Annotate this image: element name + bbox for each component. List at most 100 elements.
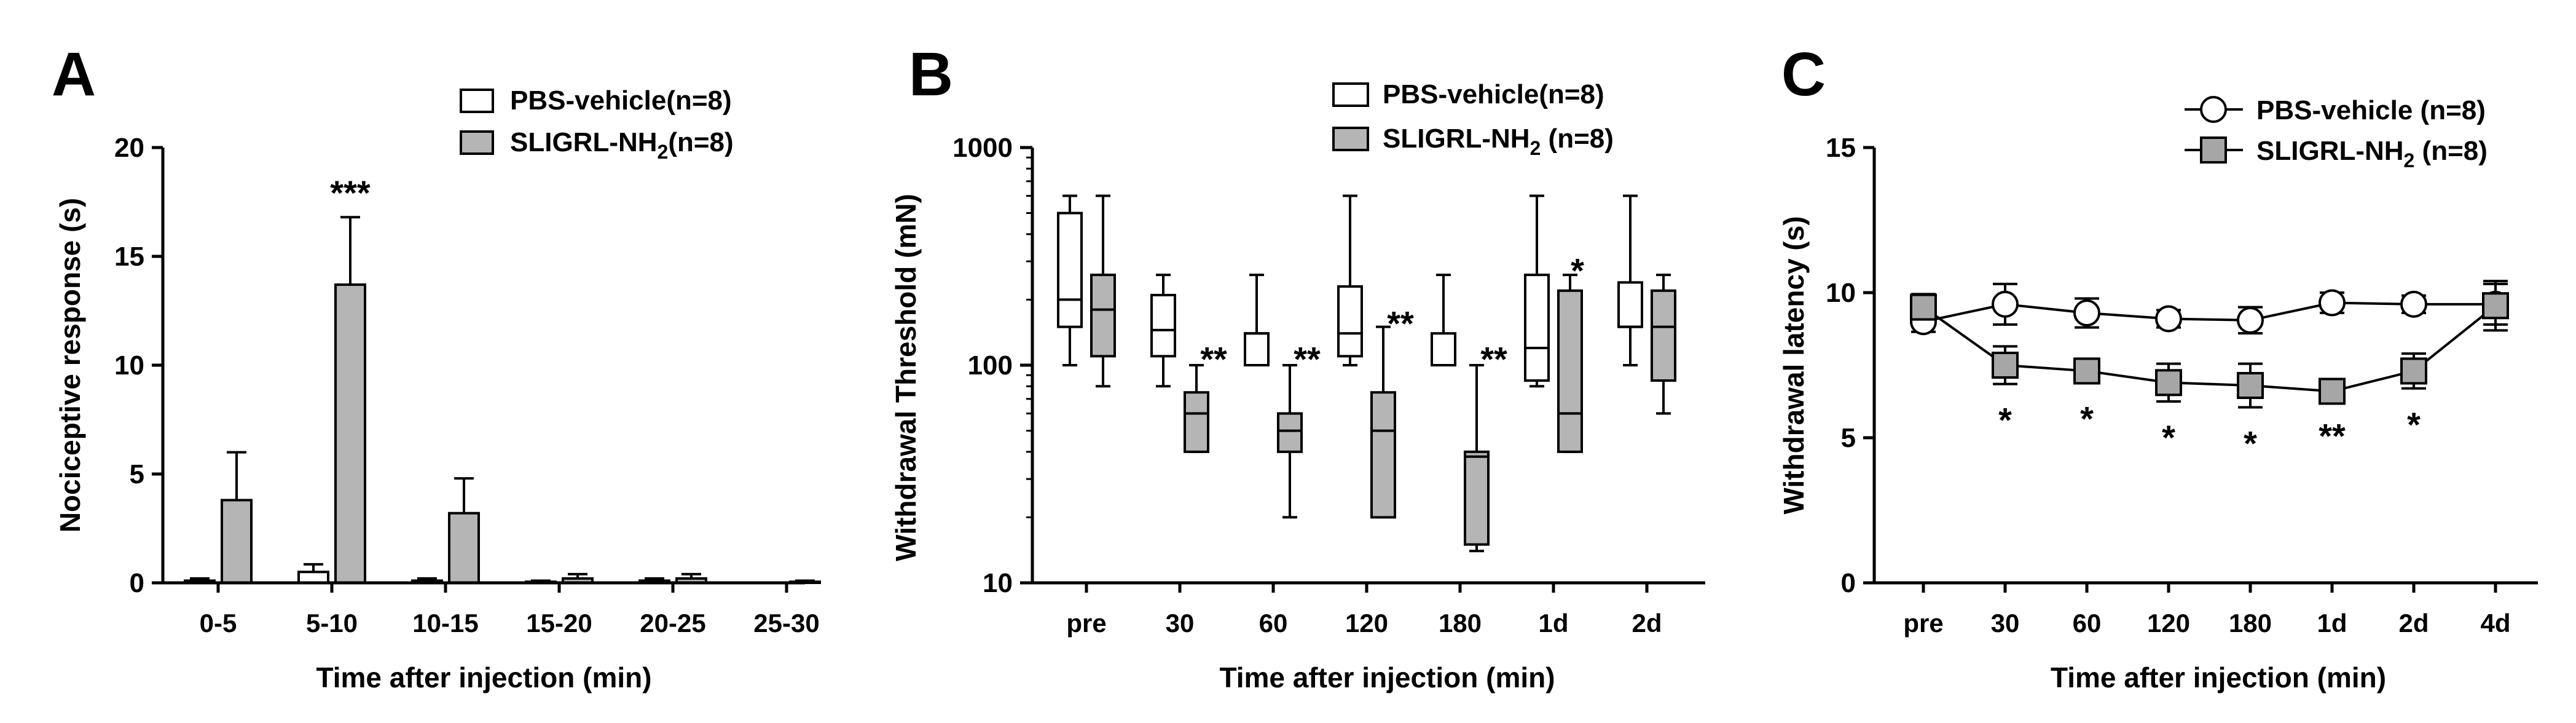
series-line-sligrl xyxy=(1922,304,2497,393)
box-vehicle xyxy=(1524,274,1550,382)
point-vehicle xyxy=(2073,299,2100,327)
legend-swatch-vehicle xyxy=(1332,82,1369,107)
box-vehicle xyxy=(1431,332,1456,367)
series-line-vehicle xyxy=(1923,301,2496,323)
bar-sligrl xyxy=(334,283,366,584)
legend-swatch-vehicle xyxy=(460,89,494,113)
bar-sligrl xyxy=(221,499,253,584)
point-vehicle xyxy=(2155,305,2182,333)
x-tick-label: 15-20 xyxy=(526,609,592,638)
x-tick-label: 30 xyxy=(1166,609,1195,638)
x-tick-label: 2d xyxy=(2398,609,2429,638)
significance-marker: ** xyxy=(1294,339,1321,378)
x-tick-label: 120 xyxy=(1345,609,1388,638)
point-sligrl xyxy=(2073,357,2100,385)
panel-label-b: B xyxy=(909,40,953,109)
panel-label-a: A xyxy=(52,40,96,109)
box-sligrl xyxy=(1557,289,1583,453)
point-sligrl xyxy=(1992,352,2019,379)
y-tick-label: 15 xyxy=(1826,133,1856,163)
legend-label-subscript: 2 xyxy=(658,141,669,163)
x-tick-label: pre xyxy=(1903,609,1943,638)
y-tick-label: 100 xyxy=(968,350,1013,381)
box-sligrl xyxy=(1184,391,1209,453)
point-sligrl xyxy=(1910,293,1937,321)
x-tick-label: 25-30 xyxy=(753,609,819,638)
legend-label-main: PBS-vehicle(n=8) xyxy=(1383,79,1604,109)
significance-marker: *** xyxy=(330,173,371,212)
x-tick-label: pre xyxy=(1066,609,1106,638)
y-tick-label: 15 xyxy=(114,242,144,272)
y-axis-title: Withdrawal Threshold (mN) xyxy=(890,194,922,561)
box-sligrl xyxy=(1370,391,1396,519)
box-sligrl xyxy=(1090,274,1116,358)
x-tick-label: 2d xyxy=(1632,609,1662,638)
legend-label-main: PBS-vehicle (n=8) xyxy=(2256,95,2486,125)
x-tick-label: 120 xyxy=(2147,609,2190,638)
point-vehicle xyxy=(2237,306,2264,334)
legend-label-main: PBS-vehicle(n=8) xyxy=(510,85,732,116)
x-tick-label: 1d xyxy=(2317,609,2347,638)
legend-label: SLIGRL-NH2(n=8) xyxy=(510,127,734,163)
x-axis-title: Time after injection (min) xyxy=(316,662,651,693)
y-tick-label: 10 xyxy=(1826,278,1856,308)
y-tick-label: 20 xyxy=(114,133,144,163)
box-vehicle xyxy=(1057,211,1083,328)
bar-vehicle xyxy=(297,571,329,584)
legend-label: SLIGRL-NH2 (n=8) xyxy=(1383,124,1614,159)
x-tick-label: 5-10 xyxy=(306,609,358,638)
legend-label-main: SLIGRL-NH xyxy=(2256,136,2404,166)
y-tick-label: 0 xyxy=(1841,568,1856,598)
x-axis-title: Time after injection (min) xyxy=(2051,662,2386,693)
x-axis-title: Time after injection (min) xyxy=(1219,662,1555,693)
legend-label: PBS-vehicle (n=8) xyxy=(2256,95,2486,125)
x-tick-label: 10-15 xyxy=(412,609,478,638)
x-tick-label: 180 xyxy=(1439,609,1482,638)
y-tick-label: 0 xyxy=(130,568,144,598)
legend-label: PBS-vehicle(n=8) xyxy=(1383,79,1604,109)
y-axis-title: Withdrawal latency (s) xyxy=(1778,216,1810,514)
significance-marker: ** xyxy=(2319,417,2346,456)
box-sligrl xyxy=(1651,289,1676,382)
significance-marker: * xyxy=(2080,399,2094,438)
y-tick-label: 5 xyxy=(1841,423,1856,453)
point-vehicle xyxy=(2319,289,2346,317)
x-tick-label: 30 xyxy=(1991,609,2020,638)
legend-label-main: SLIGRL-NH xyxy=(510,127,658,157)
point-sligrl xyxy=(2482,292,2509,320)
point-sligrl xyxy=(2400,357,2427,385)
significance-marker: * xyxy=(2244,424,2257,462)
box-sligrl xyxy=(1277,412,1303,453)
box-vehicle xyxy=(1337,285,1363,358)
panel-label-c: C xyxy=(1781,40,1826,109)
x-tick-label: 60 xyxy=(2073,609,2102,638)
legend-marker-vehicle xyxy=(2200,96,2227,123)
legend-label: PBS-vehicle(n=8) xyxy=(510,85,732,116)
legend-label-tail: (n=8) xyxy=(2414,136,2488,166)
significance-marker: * xyxy=(2407,405,2421,444)
legend-label-tail: (n=8) xyxy=(668,127,733,157)
bar-sligrl xyxy=(448,512,480,584)
legend-marker-sligrl xyxy=(2200,136,2227,164)
y-axis-title: Nociceptive response (s) xyxy=(54,198,86,533)
significance-marker: * xyxy=(1571,251,1584,290)
legend-swatch-sligrl xyxy=(1332,127,1369,151)
x-tick-label: 20-25 xyxy=(640,609,705,638)
x-tick-label: 0-5 xyxy=(200,609,237,638)
box-vehicle xyxy=(1617,281,1643,328)
legend-label: SLIGRL-NH2 (n=8) xyxy=(2256,136,2488,172)
point-sligrl xyxy=(2237,372,2264,400)
x-tick-label: 1d xyxy=(1538,609,1568,638)
x-tick-label: 4d xyxy=(2480,609,2510,638)
significance-marker: ** xyxy=(1200,339,1227,378)
legend-label-main: SLIGRL-NH xyxy=(1383,124,1530,154)
point-vehicle xyxy=(1992,290,2019,318)
legend-label-subscript: 2 xyxy=(2404,149,2415,172)
y-tick-label: 10 xyxy=(983,568,1013,598)
legend-swatch-sligrl xyxy=(460,130,494,155)
point-vehicle xyxy=(2400,290,2427,318)
y-tick-label: 5 xyxy=(130,459,144,489)
box-vehicle xyxy=(1150,293,1176,358)
significance-marker: ** xyxy=(1480,339,1507,378)
